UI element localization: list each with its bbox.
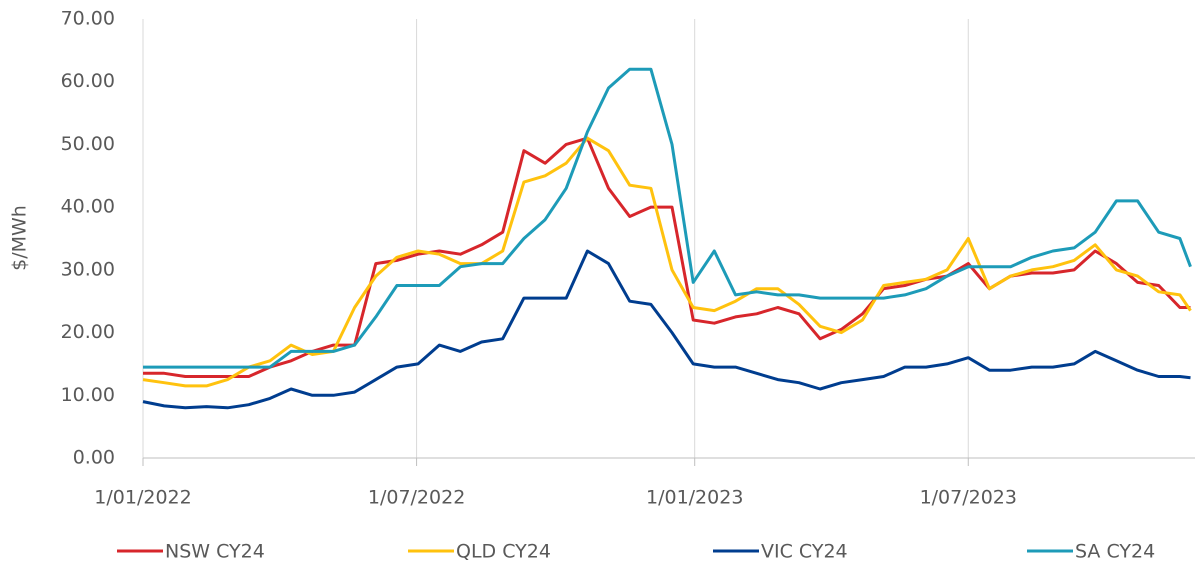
legend-label: VIC CY24 xyxy=(761,541,848,563)
x-tick-label: 1/07/2022 xyxy=(368,487,465,509)
legend-label: SA CY24 xyxy=(1075,541,1155,563)
series-line xyxy=(143,67,1192,369)
y-tick-label: 20.00 xyxy=(61,321,115,343)
legend-label: NSW CY24 xyxy=(165,541,265,563)
y-tick-label: 30.00 xyxy=(61,258,115,280)
series-line xyxy=(142,249,1191,410)
y-axis-label: $/MWh xyxy=(9,205,31,271)
legend-label: QLD CY24 xyxy=(456,541,551,563)
y-tick-label: 70.00 xyxy=(61,8,115,30)
y-tick-label: 10.00 xyxy=(61,384,115,406)
x-tick-label: 1/07/2023 xyxy=(920,487,1017,509)
series-line xyxy=(142,136,1192,388)
y-tick-label: 0.00 xyxy=(73,447,115,469)
y-tick-label: 60.00 xyxy=(61,70,115,92)
x-tick-label: 1/01/2022 xyxy=(94,487,191,509)
y-tick-label: 40.00 xyxy=(61,196,115,218)
x-tick-label: 1/01/2023 xyxy=(646,487,743,509)
y-tick-label: 50.00 xyxy=(61,133,115,155)
series-line xyxy=(143,136,1191,378)
